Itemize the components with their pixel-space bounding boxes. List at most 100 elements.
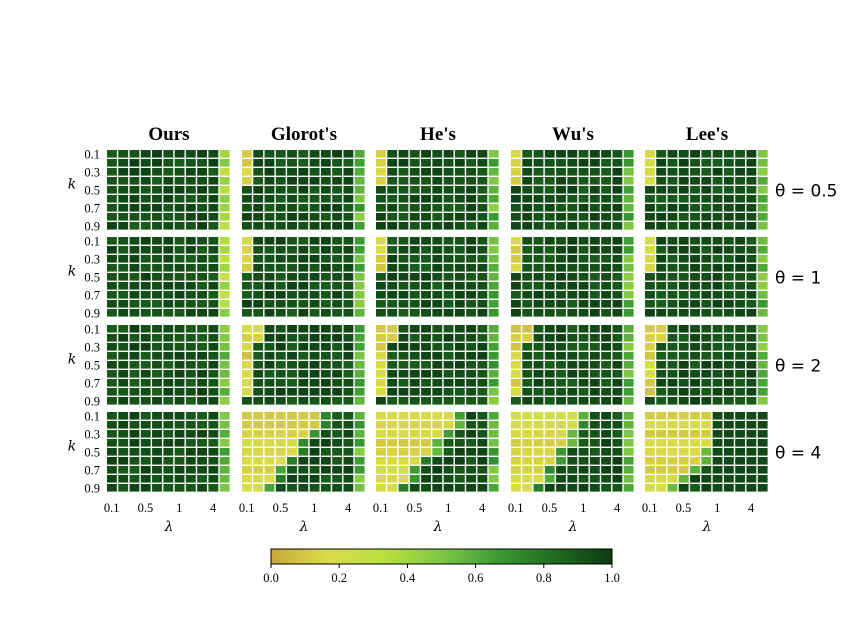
heatmap-cell bbox=[421, 352, 431, 360]
heatmap-cell bbox=[264, 282, 275, 290]
heatmap-cell bbox=[522, 291, 533, 299]
heatmap-cell bbox=[197, 222, 208, 230]
heatmap-cell bbox=[544, 264, 555, 272]
heatmap-cell bbox=[242, 291, 252, 299]
heatmap-cell bbox=[533, 195, 544, 203]
heatmap-cell bbox=[623, 448, 634, 456]
heatmap-cell bbox=[601, 273, 612, 281]
heatmap-cell bbox=[522, 222, 533, 230]
heatmap-cell bbox=[466, 222, 477, 230]
heatmap-cell bbox=[163, 264, 174, 272]
heatmap-cell bbox=[556, 457, 566, 465]
heatmap-cell bbox=[511, 325, 521, 333]
heatmap-cell bbox=[466, 186, 477, 194]
heatmap-cell bbox=[578, 204, 589, 212]
heatmap-cell bbox=[185, 475, 196, 483]
heatmap-cell bbox=[275, 325, 286, 333]
heatmap-cell bbox=[645, 204, 655, 212]
heatmap-cell bbox=[589, 484, 600, 492]
heatmap-cell bbox=[398, 282, 409, 290]
heatmap-cell bbox=[623, 255, 634, 263]
heatmap-cell bbox=[466, 343, 477, 351]
heatmap-cell bbox=[612, 177, 623, 185]
heatmap-cell bbox=[567, 168, 578, 176]
heatmap-cell bbox=[387, 466, 398, 474]
heatmap-cell bbox=[174, 475, 185, 483]
heatmap-cell bbox=[242, 475, 252, 483]
heatmap-cell bbox=[320, 325, 331, 333]
heatmap-cell bbox=[163, 343, 174, 351]
y-tick-label: 0.3 bbox=[84, 428, 100, 442]
heatmap-cell bbox=[129, 430, 140, 438]
heatmap-cell bbox=[309, 361, 320, 369]
heatmap-cell bbox=[656, 325, 667, 333]
heatmap-cell bbox=[387, 300, 398, 308]
heatmap-cell bbox=[421, 168, 431, 176]
heatmap-cell bbox=[185, 300, 196, 308]
heatmap-cell bbox=[477, 325, 488, 333]
heatmap-cell bbox=[556, 370, 566, 378]
heatmap-cell bbox=[612, 204, 623, 212]
heatmap-cell bbox=[623, 397, 634, 405]
heatmap-cell bbox=[656, 475, 667, 483]
heatmap-cell bbox=[432, 352, 443, 360]
heatmap-cell bbox=[601, 475, 612, 483]
heatmap-cell bbox=[118, 309, 129, 317]
heatmap-cell bbox=[712, 195, 723, 203]
heatmap-cell bbox=[678, 397, 689, 405]
heatmap-cell bbox=[253, 177, 264, 185]
heatmap-cell bbox=[309, 213, 320, 221]
heatmap-cell bbox=[488, 309, 499, 317]
heatmap-cell bbox=[287, 273, 297, 281]
heatmap-cell bbox=[174, 388, 185, 396]
heatmap-cell bbox=[409, 466, 420, 474]
heatmap-cell bbox=[343, 370, 354, 378]
heatmap-cell bbox=[387, 246, 398, 254]
heatmap-cell bbox=[488, 448, 499, 456]
heatmap-cell bbox=[701, 475, 712, 483]
heatmap-cell bbox=[601, 282, 612, 290]
heatmap-cell bbox=[140, 168, 151, 176]
heatmap-cell bbox=[309, 343, 320, 351]
heatmap-cell bbox=[107, 300, 117, 308]
heatmap-cell bbox=[354, 213, 365, 221]
heatmap-cell bbox=[118, 255, 129, 263]
heatmap-cell bbox=[287, 291, 297, 299]
heatmap-cell bbox=[174, 448, 185, 456]
heatmap-cell bbox=[656, 421, 667, 429]
heatmap-cell bbox=[443, 204, 454, 212]
heatmap-cell bbox=[421, 291, 431, 299]
x-axis-label: λ bbox=[433, 519, 443, 535]
heatmap-cell bbox=[332, 448, 343, 456]
heatmap-cell bbox=[556, 412, 566, 420]
heatmap-cell bbox=[387, 195, 398, 203]
heatmap-cell bbox=[208, 397, 219, 405]
heatmap-cell bbox=[174, 352, 185, 360]
heatmap-cell bbox=[735, 484, 746, 492]
heatmap-cell bbox=[118, 264, 129, 272]
heatmap-cell bbox=[488, 484, 499, 492]
heatmap-cell bbox=[163, 159, 174, 167]
heatmap-cell bbox=[118, 282, 129, 290]
heatmap-cell bbox=[556, 430, 566, 438]
heatmap-cell bbox=[443, 291, 454, 299]
heatmap-cell bbox=[140, 457, 151, 465]
heatmap-cell bbox=[208, 291, 219, 299]
heatmap-cell bbox=[152, 325, 162, 333]
heatmap-cell bbox=[107, 168, 117, 176]
heatmap-cell bbox=[522, 309, 533, 317]
heatmap-cell bbox=[735, 213, 746, 221]
heatmap-cell bbox=[667, 361, 678, 369]
heatmap-cell bbox=[152, 439, 162, 447]
heatmap-cell bbox=[477, 186, 488, 194]
heatmap-cell bbox=[343, 177, 354, 185]
heatmap-cell bbox=[309, 334, 320, 342]
heatmap-cell bbox=[757, 466, 768, 474]
heatmap-cell bbox=[690, 397, 700, 405]
heatmap-cell bbox=[287, 177, 297, 185]
heatmap-cell bbox=[612, 237, 623, 245]
heatmap-cell bbox=[701, 343, 712, 351]
heatmap-cell bbox=[488, 421, 499, 429]
heatmap-cell bbox=[466, 159, 477, 167]
